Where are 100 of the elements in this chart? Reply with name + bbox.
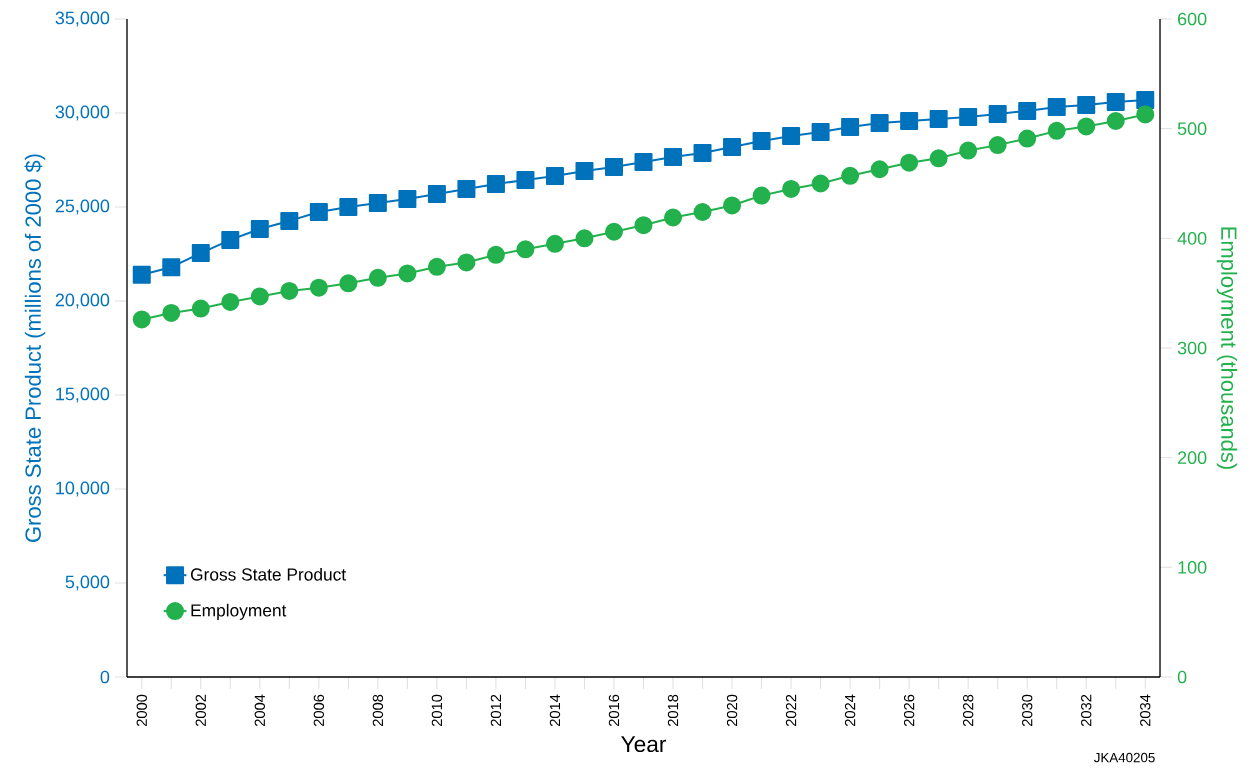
x-tick-label: 2028 <box>962 694 974 727</box>
y-tick-label: 5,000 <box>65 575 110 591</box>
x-tick-label: 2002 <box>195 694 206 727</box>
point <box>427 257 446 276</box>
point <box>398 264 417 283</box>
point <box>575 162 594 181</box>
point <box>1136 105 1155 124</box>
point <box>1106 92 1125 111</box>
point <box>693 203 712 222</box>
y-tick-label: 20,000 <box>55 293 110 309</box>
point <box>1018 129 1037 148</box>
x-tick-label: 2006 <box>313 694 325 727</box>
y-tick-label: 35,000 <box>55 11 110 27</box>
y-axis-title: Gross State Product (millions of 2000 $) <box>24 154 46 542</box>
y2-tick-label: 200 <box>1178 451 1207 465</box>
point <box>516 170 535 189</box>
point <box>900 112 919 131</box>
point <box>604 157 623 176</box>
y-tick-label: 15,000 <box>56 387 110 403</box>
x-tick-label: 2030 <box>1022 694 1033 727</box>
point <box>162 303 181 322</box>
point <box>929 149 948 168</box>
point <box>959 141 978 160</box>
y2-tick-label: 500 <box>1177 122 1207 136</box>
point <box>368 268 387 287</box>
x-tick-label: 2014 <box>549 694 561 727</box>
point <box>221 292 240 311</box>
point <box>486 175 505 194</box>
point <box>339 274 358 293</box>
point <box>1077 95 1096 114</box>
legend-label: Employment <box>191 603 287 620</box>
y-tick-label: 10,000 <box>56 481 110 497</box>
point <box>457 179 476 198</box>
point <box>664 208 683 227</box>
point <box>634 216 653 235</box>
x-tick-label: 2010 <box>431 694 443 727</box>
point <box>782 179 801 198</box>
point <box>339 198 358 216</box>
point <box>250 220 269 238</box>
point <box>132 310 151 329</box>
point <box>811 174 830 193</box>
y2-tick-label: 0 <box>1177 670 1187 684</box>
point <box>132 265 151 284</box>
point <box>398 189 417 208</box>
point <box>900 153 919 172</box>
point <box>280 281 299 300</box>
point <box>693 144 712 163</box>
point <box>457 253 476 272</box>
point <box>1047 97 1066 116</box>
point <box>1106 111 1125 130</box>
point <box>516 240 535 259</box>
x-tick-label: 2022 <box>785 694 797 727</box>
y2-tick-label: 300 <box>1177 341 1207 355</box>
y2-tick-label: 100 <box>1178 560 1207 574</box>
point <box>250 287 269 306</box>
point <box>959 107 978 126</box>
x-axis-title: Year <box>621 736 667 753</box>
point <box>870 113 889 132</box>
point <box>191 244 210 263</box>
point <box>1018 101 1037 120</box>
point <box>664 147 683 166</box>
x-tick-label: 2032 <box>1081 694 1092 727</box>
point <box>1047 121 1066 140</box>
x-tick-label: 2016 <box>608 694 620 727</box>
x-tick-label: 2024 <box>844 694 856 727</box>
x-tick-label: 2000 <box>136 694 147 727</box>
point <box>545 166 564 185</box>
point <box>988 136 1007 155</box>
point <box>988 104 1007 123</box>
y-tick-label: 0 <box>100 670 110 684</box>
point <box>723 138 742 157</box>
point <box>368 194 387 213</box>
x-tick-label: 2018 <box>667 694 679 727</box>
point <box>221 230 240 249</box>
point <box>191 299 210 318</box>
point <box>545 234 564 253</box>
point <box>752 132 771 151</box>
point <box>486 245 505 264</box>
x-tick-label: 2026 <box>903 694 915 727</box>
x-tick-label: 2012 <box>490 694 502 727</box>
y2-axis-title: Employment (thousands) <box>1216 227 1238 469</box>
point <box>811 122 830 141</box>
point <box>575 229 594 248</box>
x-tick-label: 2008 <box>372 694 384 727</box>
point <box>1136 91 1155 110</box>
point <box>605 222 623 241</box>
point <box>309 278 328 297</box>
x-tick-label: 2004 <box>254 694 266 727</box>
point <box>309 203 328 222</box>
y-tick-label: 25,000 <box>55 199 110 215</box>
point <box>841 117 860 136</box>
point <box>929 110 948 129</box>
point <box>782 126 801 145</box>
point <box>280 211 299 230</box>
point <box>162 258 181 277</box>
point <box>634 153 653 172</box>
point <box>723 196 742 215</box>
x-tick-label: 2034 <box>1140 694 1151 727</box>
legend-label: Gross State Product <box>190 567 347 581</box>
point <box>841 166 860 185</box>
